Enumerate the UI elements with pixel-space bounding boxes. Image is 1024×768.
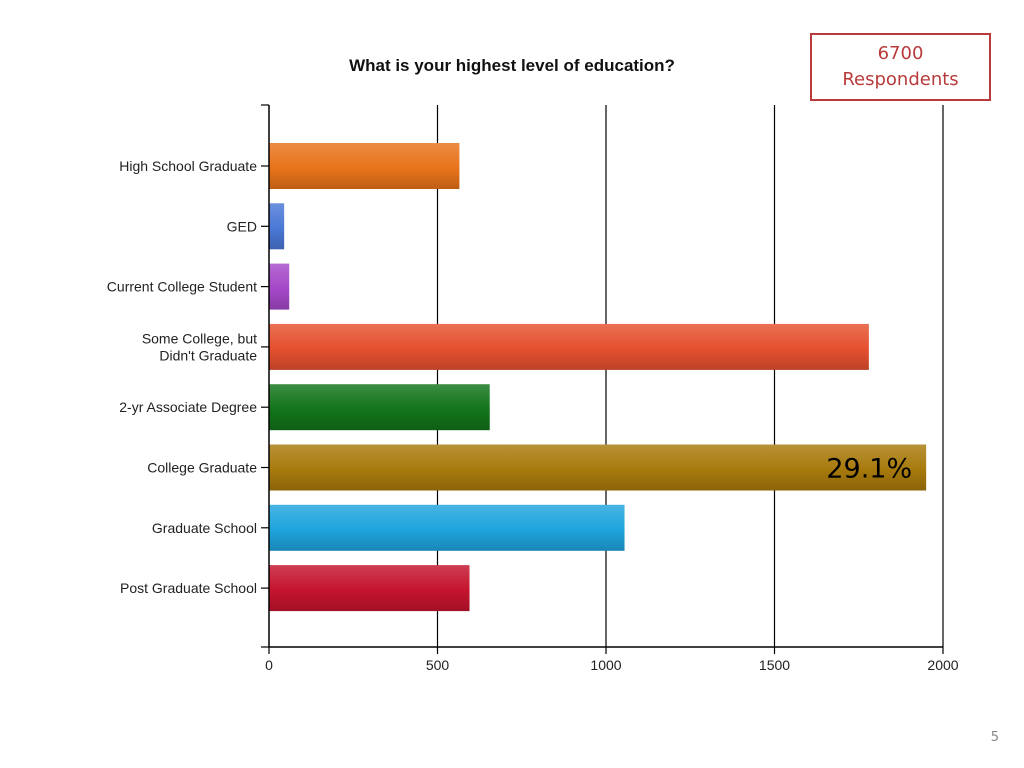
category-label-4: 2-yr Associate Degree [119, 399, 257, 415]
x-tick-label-2000: 2000 [927, 657, 958, 673]
category-label-0: High School Graduate [119, 158, 257, 174]
bar-7 [269, 565, 470, 612]
category-label-5: College Graduate [147, 460, 257, 476]
category-label-6: Graduate School [152, 520, 257, 536]
x-tick-label-500: 500 [426, 657, 450, 673]
category-label-3: Some College, but Didn't Graduate [142, 330, 257, 363]
bar-2 [269, 263, 290, 310]
respondents-count: 6700 [877, 43, 924, 64]
bar-0 [269, 143, 460, 189]
category-label-7: Post Graduate School [120, 580, 257, 596]
category-label-2: Current College Student [107, 279, 257, 295]
x-tick-label-1000: 1000 [590, 657, 621, 673]
bar-annotation-0: 29.1% [826, 454, 912, 485]
respondents-label: Respondents [842, 69, 959, 90]
category-label-1: GED [227, 218, 257, 234]
bar-6 [269, 504, 625, 551]
respondents-callout: 6700 Respondents [810, 33, 991, 101]
x-tick-label-1500: 1500 [759, 657, 790, 673]
bar-5 [269, 444, 927, 491]
bar-1 [269, 203, 285, 250]
bar-3 [269, 323, 869, 370]
slide-page-number: 5 [990, 730, 999, 745]
chart-title: What is your highest level of education? [349, 56, 675, 75]
x-tick-label-0: 0 [265, 657, 273, 673]
bar-4 [269, 384, 490, 431]
